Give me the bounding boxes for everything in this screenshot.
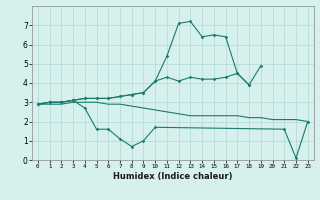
X-axis label: Humidex (Indice chaleur): Humidex (Indice chaleur) xyxy=(113,172,233,181)
